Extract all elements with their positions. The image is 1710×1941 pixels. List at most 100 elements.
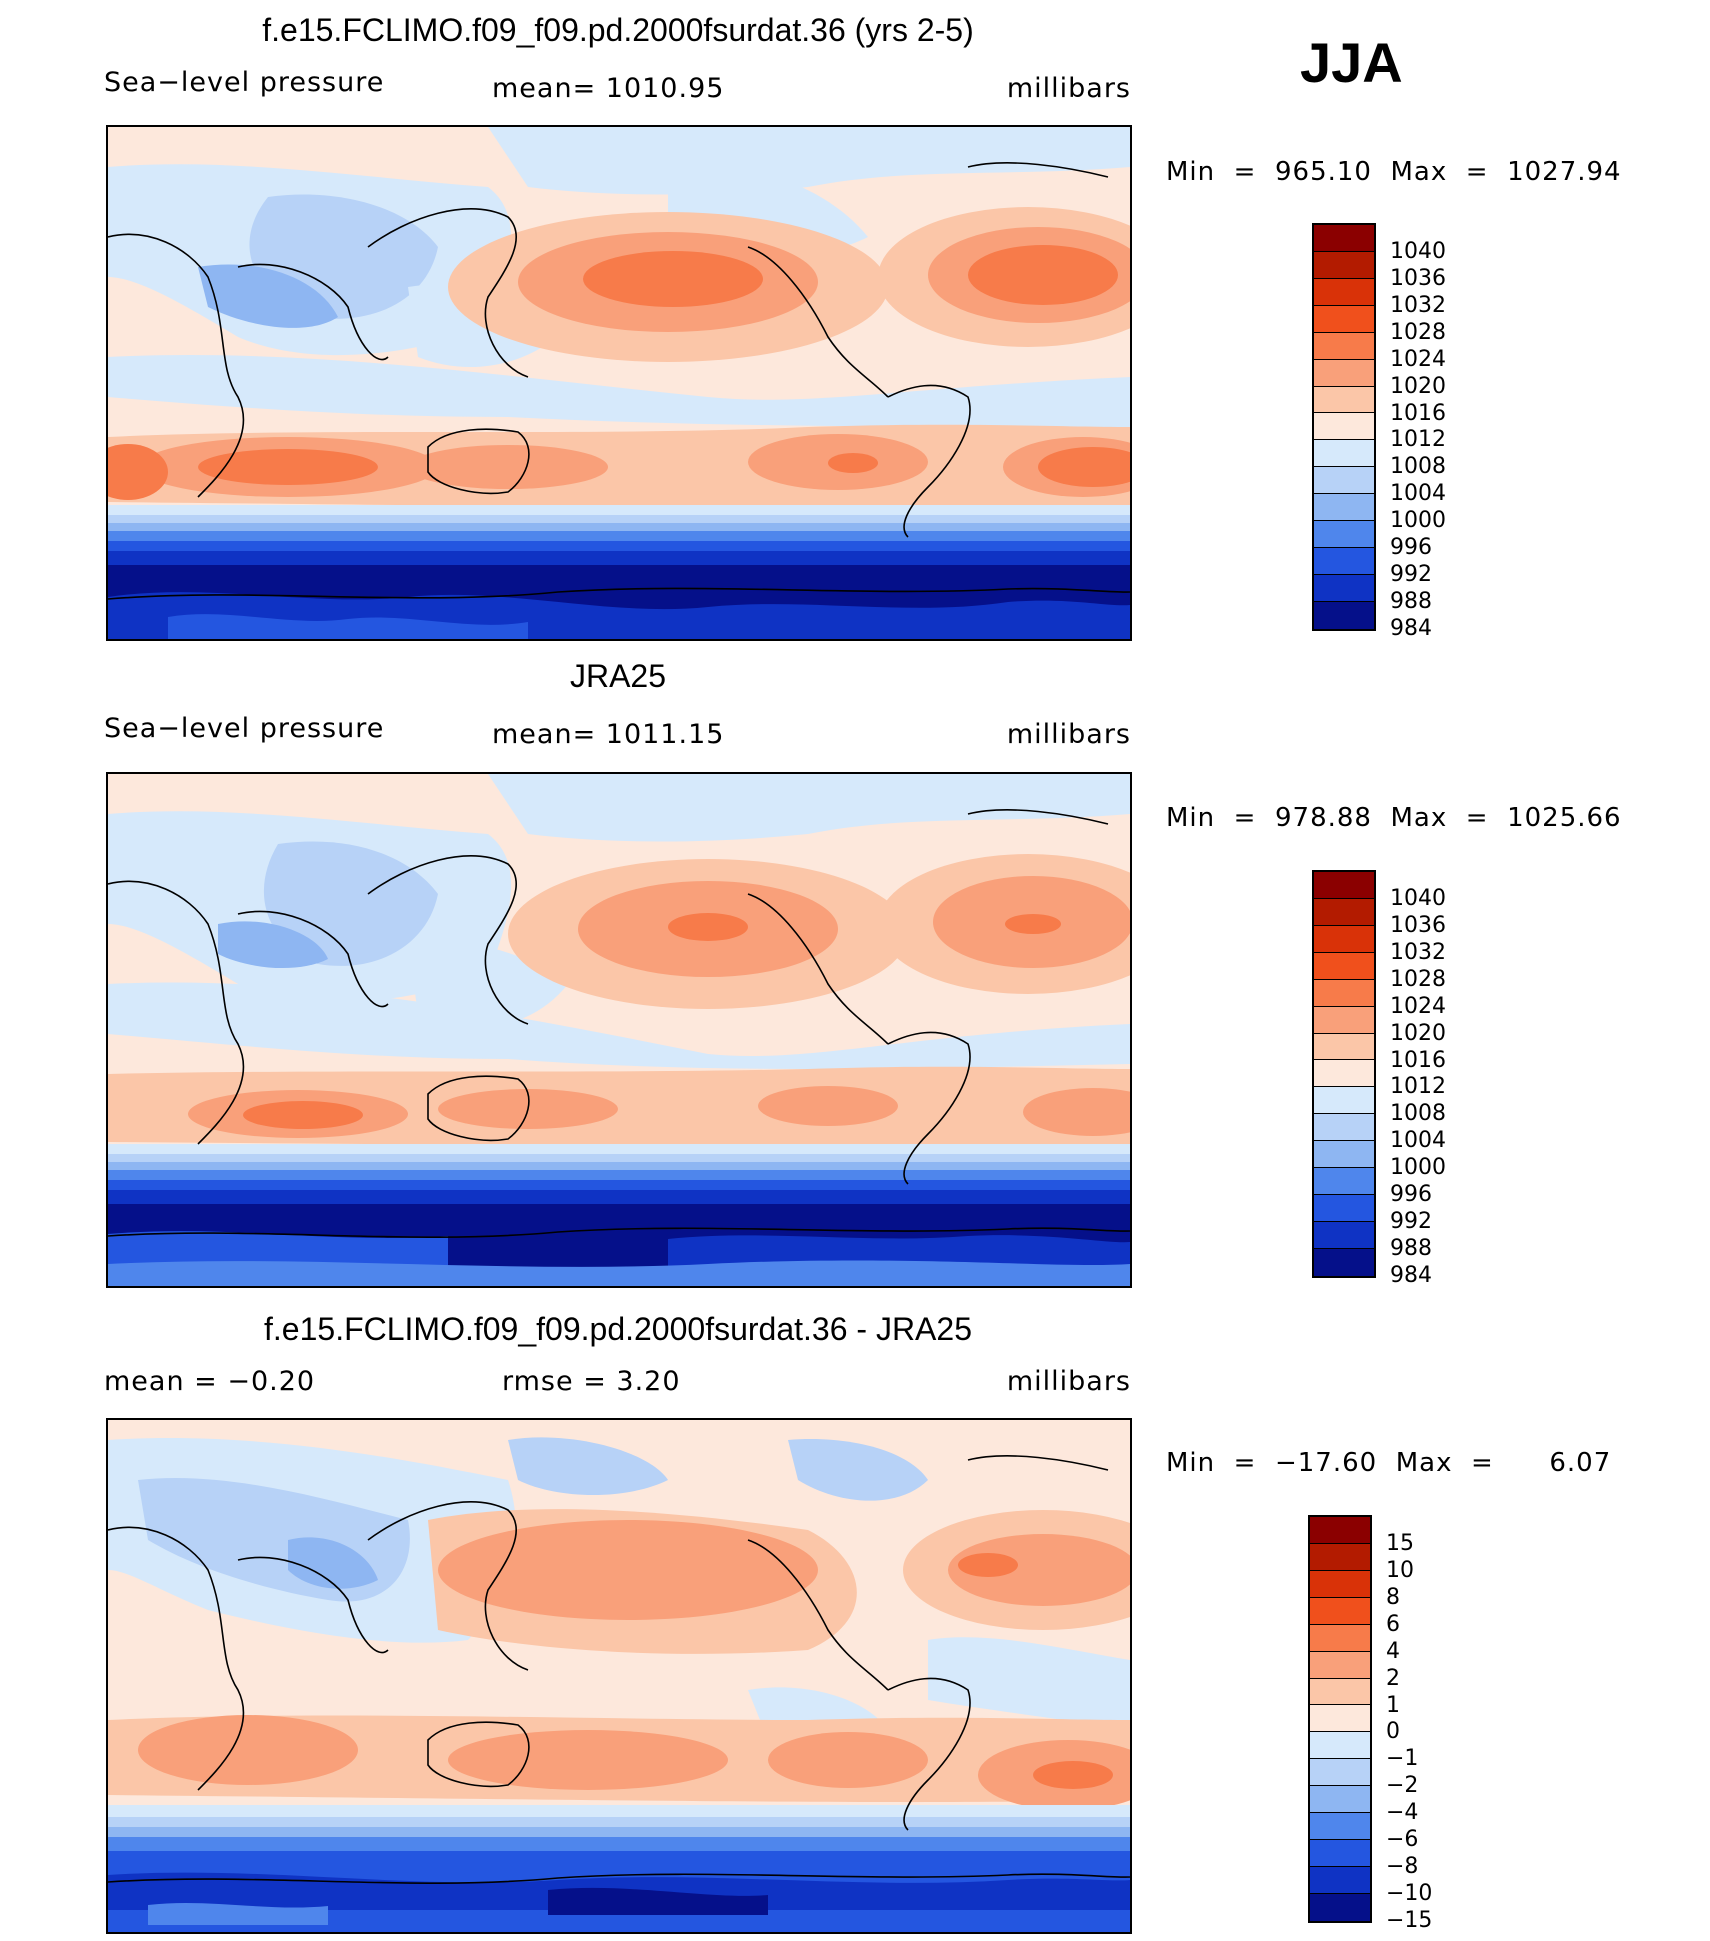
colorbar-swatch: [1314, 1114, 1374, 1142]
colorbar-label: 0: [1386, 1719, 1400, 1745]
colorbar-label: −6: [1386, 1827, 1419, 1853]
colorbar-swatch: [1314, 1221, 1374, 1249]
colorbar-swatch: [1314, 251, 1374, 279]
colorbar-label: 1020: [1390, 373, 1446, 399]
colorbar-swatch: [1314, 467, 1374, 495]
panel-3-center-label: rmse = 3.20: [502, 1366, 681, 1397]
colorbar-label: 2: [1386, 1665, 1400, 1691]
colorbar-label: −8: [1386, 1854, 1419, 1880]
colorbar-swatch: [1314, 574, 1374, 602]
colorbar-label: −1: [1386, 1746, 1419, 1772]
colorbar-swatch: [1310, 1678, 1370, 1706]
colorbar-swatch: [1314, 898, 1374, 926]
panel-1-center-label: mean= 1010.95: [492, 73, 725, 104]
colorbar-label: −10: [1386, 1881, 1433, 1907]
colorbar-swatch: [1314, 494, 1374, 522]
colorbar-swatch: [1314, 1087, 1374, 1115]
colorbar-label: 984: [1390, 1263, 1432, 1288]
panel-2-map-svg: [108, 774, 1130, 1286]
colorbar-swatch: [1314, 1060, 1374, 1088]
panel-2-map: [106, 772, 1132, 1288]
colorbar-label: 1012: [1390, 1074, 1446, 1100]
panel-2-center-label: mean= 1011.15: [492, 719, 725, 750]
panel-2-left-label: Sea−level pressure: [104, 713, 385, 744]
colorbar-label: 1028: [1390, 966, 1446, 992]
colorbar-label: 1024: [1390, 993, 1446, 1019]
colorbar-label: 6: [1386, 1611, 1400, 1637]
colorbar-swatch: [1310, 1759, 1370, 1787]
panel-2-title: JRA25: [569, 658, 667, 694]
colorbar-label: 15: [1386, 1530, 1414, 1556]
colorbar-swatch: [1314, 601, 1374, 629]
colorbar-swatch: [1310, 1570, 1370, 1598]
colorbar-label: 1000: [1390, 508, 1446, 534]
colorbar-swatch: [1314, 1006, 1374, 1034]
colorbar-label: −4: [1386, 1800, 1419, 1826]
colorbar-swatch: [1314, 1248, 1374, 1276]
colorbar-label: 988: [1390, 1236, 1432, 1262]
colorbar-swatch: [1310, 1866, 1370, 1894]
colorbar-label: 1036: [1390, 265, 1446, 291]
colorbar-label: 996: [1390, 535, 1432, 561]
colorbar-swatch: [1314, 1168, 1374, 1196]
colorbar-label: 1020: [1390, 1020, 1446, 1046]
colorbar-label: 1016: [1390, 1047, 1446, 1073]
panel-3-units: millibars: [1006, 1366, 1131, 1397]
colorbar-label: 1040: [1390, 885, 1446, 911]
colorbar-swatch: [1314, 332, 1374, 360]
panel-3-left-label: mean = −0.20: [104, 1366, 316, 1397]
panel-1-units: millibars: [1006, 73, 1131, 104]
colorbar-label: 4: [1386, 1638, 1400, 1664]
colorbar-swatch: [1310, 1597, 1370, 1625]
colorbar-label: 1008: [1390, 1101, 1446, 1127]
colorbar-swatch: [1314, 548, 1374, 575]
panel-1-title: f.e15.FCLIMO.f09_f09.pd.2000fsurdat.36 (…: [262, 12, 974, 48]
colorbar-swatch: [1310, 1624, 1370, 1652]
colorbar-label: 1032: [1390, 939, 1446, 965]
colorbar-swatch: [1310, 1840, 1370, 1867]
colorbar-label: 996: [1390, 1182, 1432, 1208]
colorbar-label: −15: [1386, 1908, 1433, 1933]
panel-3-map: [106, 1418, 1132, 1934]
colorbar-swatch: [1314, 359, 1374, 387]
colorbar-label: 1040: [1390, 238, 1446, 264]
colorbar-label: 992: [1390, 1209, 1432, 1235]
colorbar-swatch: [1314, 413, 1374, 441]
colorbar-swatch: [1314, 1195, 1374, 1222]
colorbar-label: 992: [1390, 562, 1432, 588]
panel-1-map-svg: [108, 127, 1130, 639]
panel-3-colorbar: [1308, 1515, 1372, 1923]
colorbar-swatch: [1314, 872, 1374, 899]
colorbar-swatch: [1314, 925, 1374, 953]
colorbar-swatch: [1310, 1651, 1370, 1679]
panel-3-minmax: Min = −17.60 Max = 6.07: [1166, 1448, 1612, 1478]
panel-1-map: [106, 125, 1132, 641]
colorbar-swatch: [1314, 521, 1374, 549]
colorbar-swatch: [1314, 440, 1374, 468]
panel-2-minmax: Min = 978.88 Max = 1025.66: [1166, 803, 1622, 833]
colorbar-swatch: [1310, 1543, 1370, 1571]
colorbar-label: 1004: [1390, 1128, 1446, 1154]
colorbar-swatch: [1310, 1813, 1370, 1841]
colorbar-label: 988: [1390, 589, 1432, 615]
panel-2-units: millibars: [1006, 719, 1131, 750]
colorbar-swatch: [1314, 1033, 1374, 1061]
colorbar-label: 10: [1386, 1557, 1414, 1583]
panel-1-colorbar: [1312, 223, 1376, 631]
colorbar-label: 1000: [1390, 1155, 1446, 1181]
colorbar-swatch: [1314, 979, 1374, 1007]
colorbar-label: 1028: [1390, 319, 1446, 345]
colorbar-swatch: [1314, 952, 1374, 980]
colorbar-swatch: [1310, 1732, 1370, 1760]
colorbar-swatch: [1310, 1893, 1370, 1921]
panel-2-colorbar: [1312, 870, 1376, 1278]
panel-3-title: f.e15.FCLIMO.f09_f09.pd.2000fsurdat.36 -…: [264, 1311, 972, 1347]
colorbar-label: 1012: [1390, 427, 1446, 453]
panel-1-left-label: Sea−level pressure: [104, 67, 385, 98]
colorbar-swatch: [1314, 1141, 1374, 1169]
colorbar-swatch: [1310, 1705, 1370, 1733]
panel-1-minmax: Min = 965.10 Max = 1027.94: [1166, 157, 1622, 187]
colorbar-label: 1: [1386, 1692, 1400, 1718]
colorbar-swatch: [1314, 386, 1374, 414]
colorbar-swatch: [1310, 1786, 1370, 1814]
